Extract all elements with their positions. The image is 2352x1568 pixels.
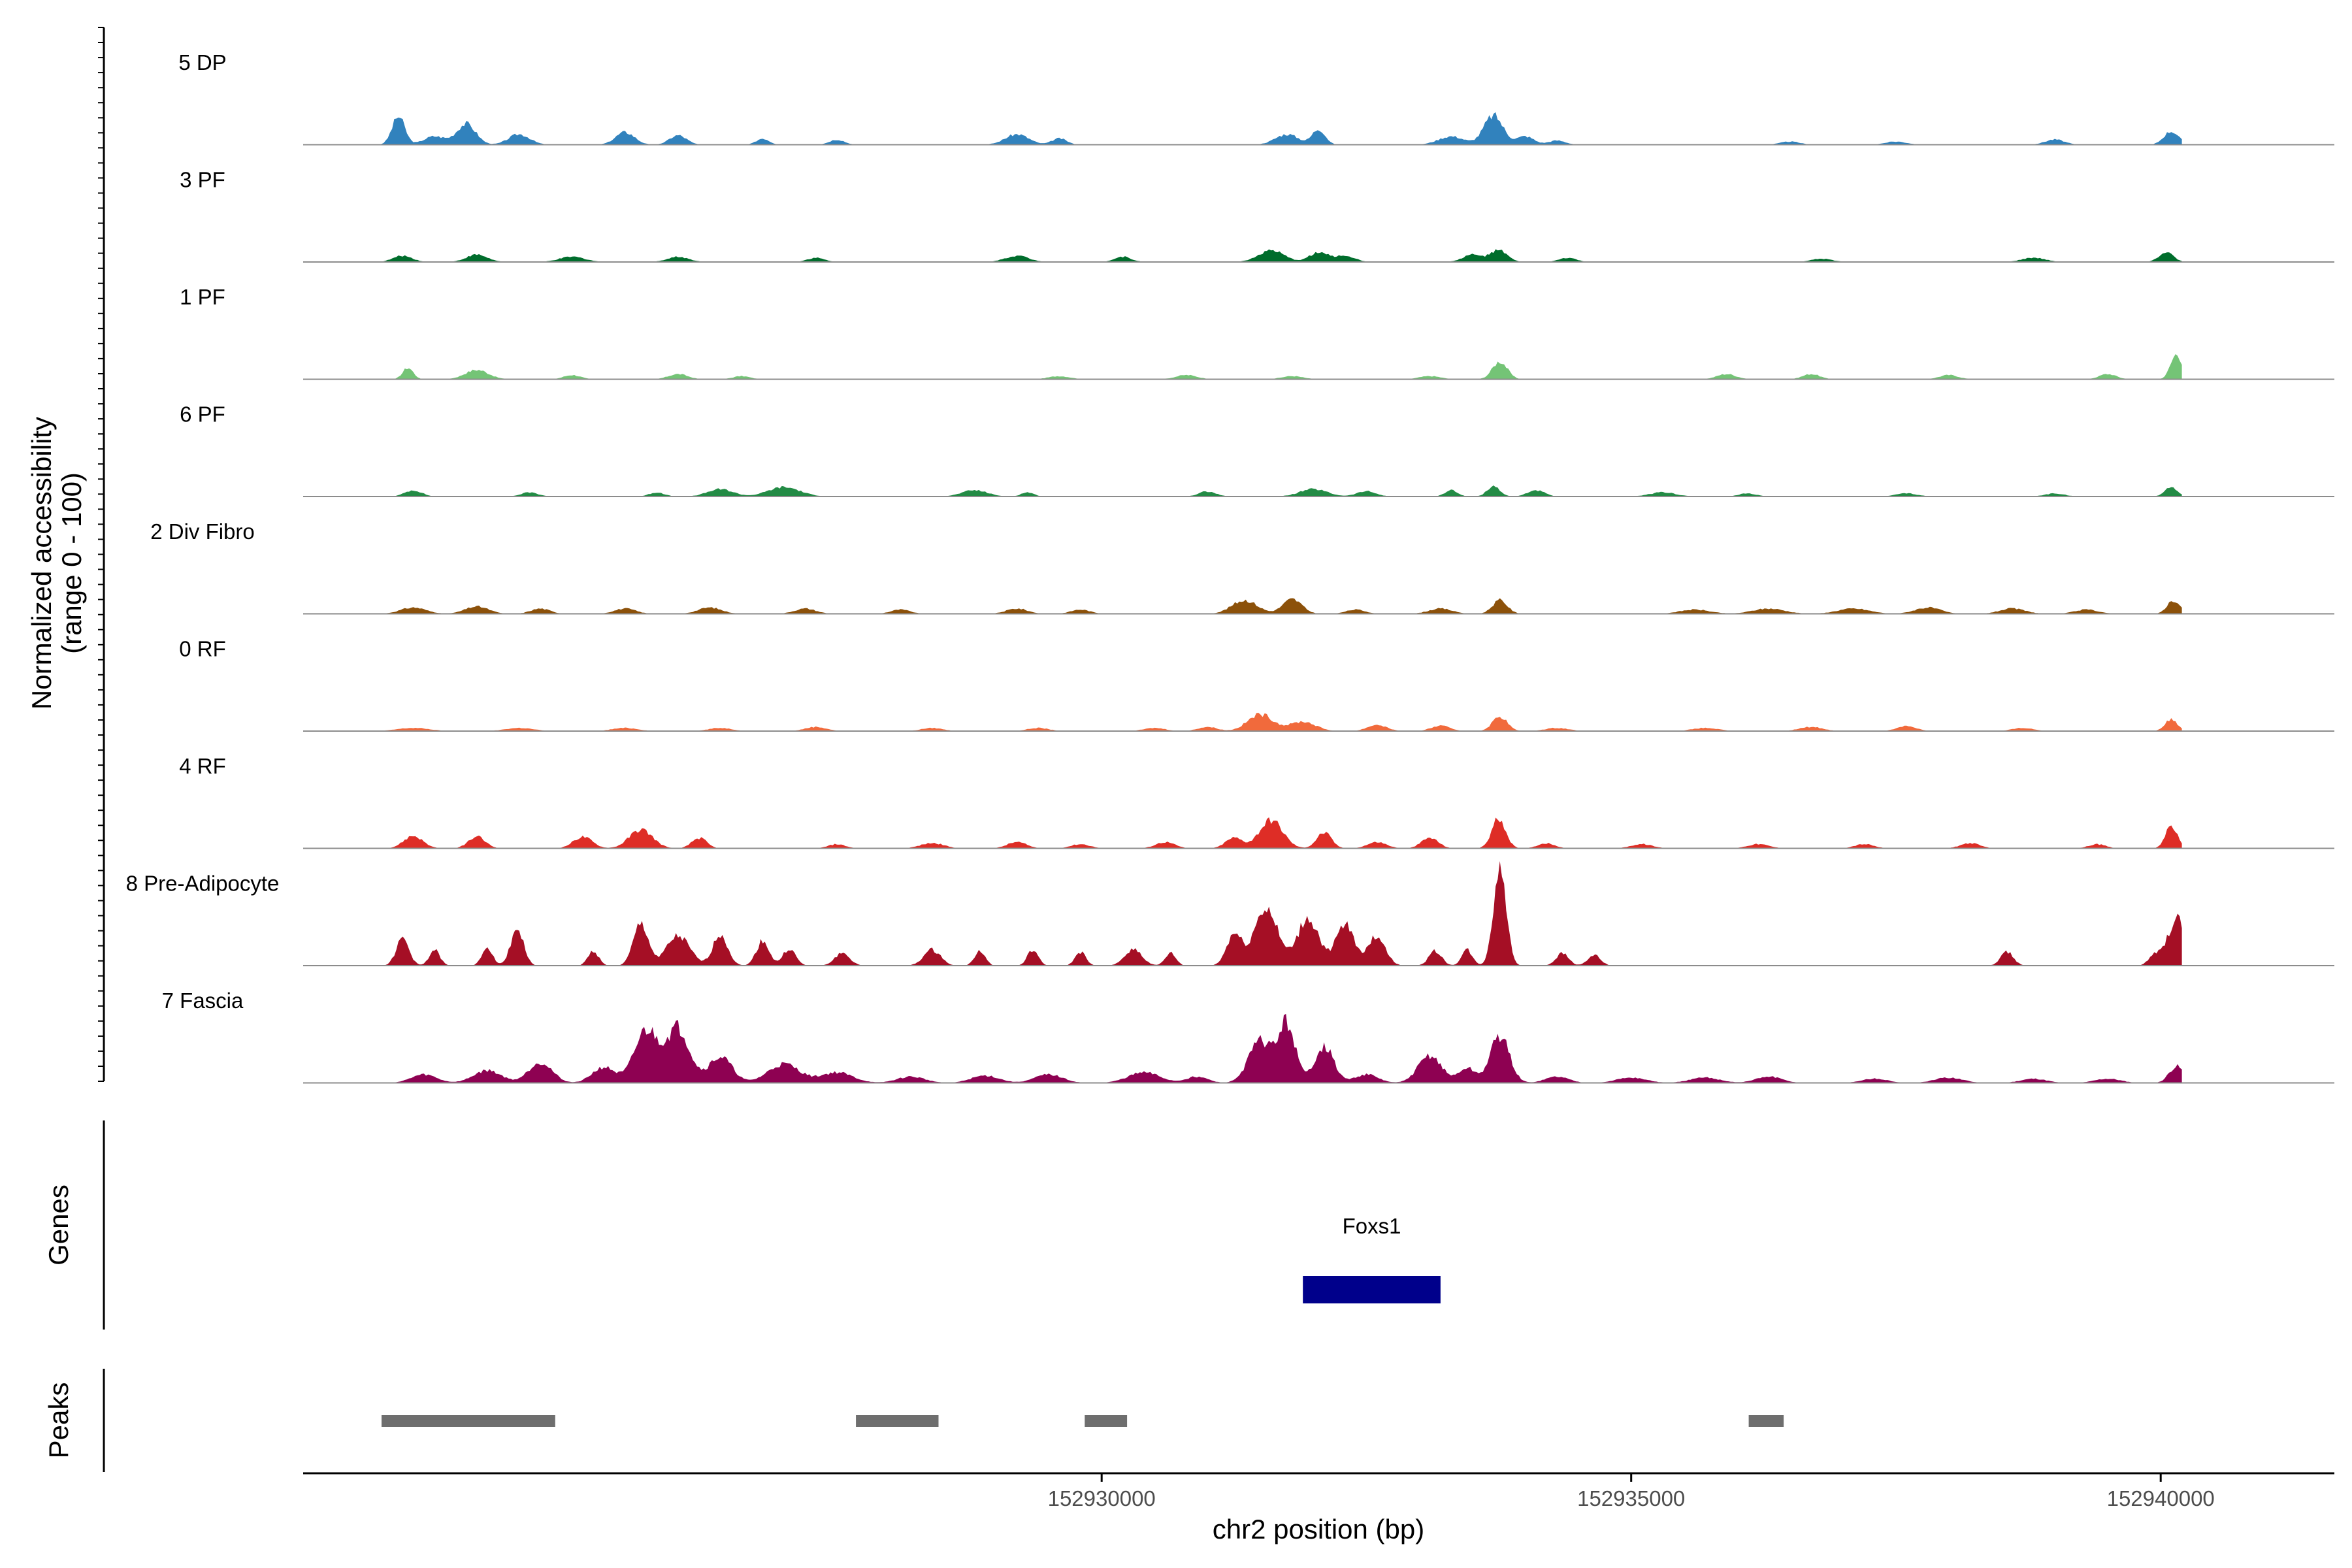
x-tick-label: 152940000 xyxy=(2107,1486,2215,1511)
gene-foxs1-label: Foxs1 xyxy=(1343,1214,1401,1238)
x-tick-label: 152935000 xyxy=(1577,1486,1685,1511)
coverage-area xyxy=(373,817,2182,849)
track-label: 8 Pre-Adipocyte xyxy=(126,872,280,896)
coverage-area xyxy=(373,354,2182,380)
x-axis-title: chr2 position (bp) xyxy=(1213,1514,1425,1544)
coverage-y-axis-title: Normalized accessibility (range 0 - 100) xyxy=(26,417,87,710)
coverage-area xyxy=(373,485,2182,497)
y-axis-title-line2: (range 0 - 100) xyxy=(56,472,87,654)
peak-region xyxy=(856,1415,939,1427)
genes-panel: Genes Foxs1 xyxy=(43,1120,1441,1330)
coverage-area xyxy=(373,598,2182,614)
peak-region xyxy=(1748,1415,1784,1427)
coverage-area xyxy=(373,713,2182,731)
coverage-area xyxy=(373,861,2182,966)
peak-region xyxy=(382,1415,555,1427)
track-label: 2 Div Fibro xyxy=(150,519,255,544)
track-6-pf: 6 PF xyxy=(180,402,2334,497)
track-0-rf: 0 RF xyxy=(179,637,2334,732)
peaks-panel: Peaks xyxy=(43,1369,1784,1472)
genes-panel-label: Genes xyxy=(43,1184,74,1266)
track-5-dp: 5 DP xyxy=(178,50,2334,146)
track-label: 6 PF xyxy=(180,402,225,427)
track-3-pf: 3 PF xyxy=(180,168,2334,263)
track-label: 3 PF xyxy=(180,168,225,192)
coverage-y-axis xyxy=(98,27,105,1082)
track-4-rf: 4 RF xyxy=(179,754,2334,849)
coverage-area xyxy=(373,112,2182,145)
y-axis-title-line1: Normalized accessibility xyxy=(26,417,57,710)
track-label: 0 RF xyxy=(179,637,226,661)
track-label: 5 DP xyxy=(178,50,226,74)
track-label: 7 Fascia xyxy=(162,988,244,1013)
peak-region xyxy=(1085,1415,1128,1427)
coverage-area xyxy=(373,1013,2182,1083)
track-8-pre-adipocyte: 8 Pre-Adipocyte xyxy=(126,861,2334,966)
track-2-div-fibro: 2 Div Fibro xyxy=(150,519,2334,615)
coverage-area xyxy=(373,249,2182,262)
track-label: 1 PF xyxy=(180,285,225,309)
track-7-fascia: 7 Fascia xyxy=(162,988,2334,1084)
track-1-pf: 1 PF xyxy=(180,285,2334,380)
x-tick-label: 152930000 xyxy=(1048,1486,1156,1511)
x-axis-ticks: 152930000 152935000 152940000 xyxy=(1048,1473,2215,1511)
gene-foxs1-body xyxy=(1303,1276,1441,1303)
coverage-tracks: 5 DP 3 PF 1 PF 6 PF 2 Div Fibro 0 RF 4 RF 8 Pre… xyxy=(126,50,2334,1084)
peaks-panel-label: Peaks xyxy=(43,1382,74,1459)
track-label: 4 RF xyxy=(179,754,226,778)
